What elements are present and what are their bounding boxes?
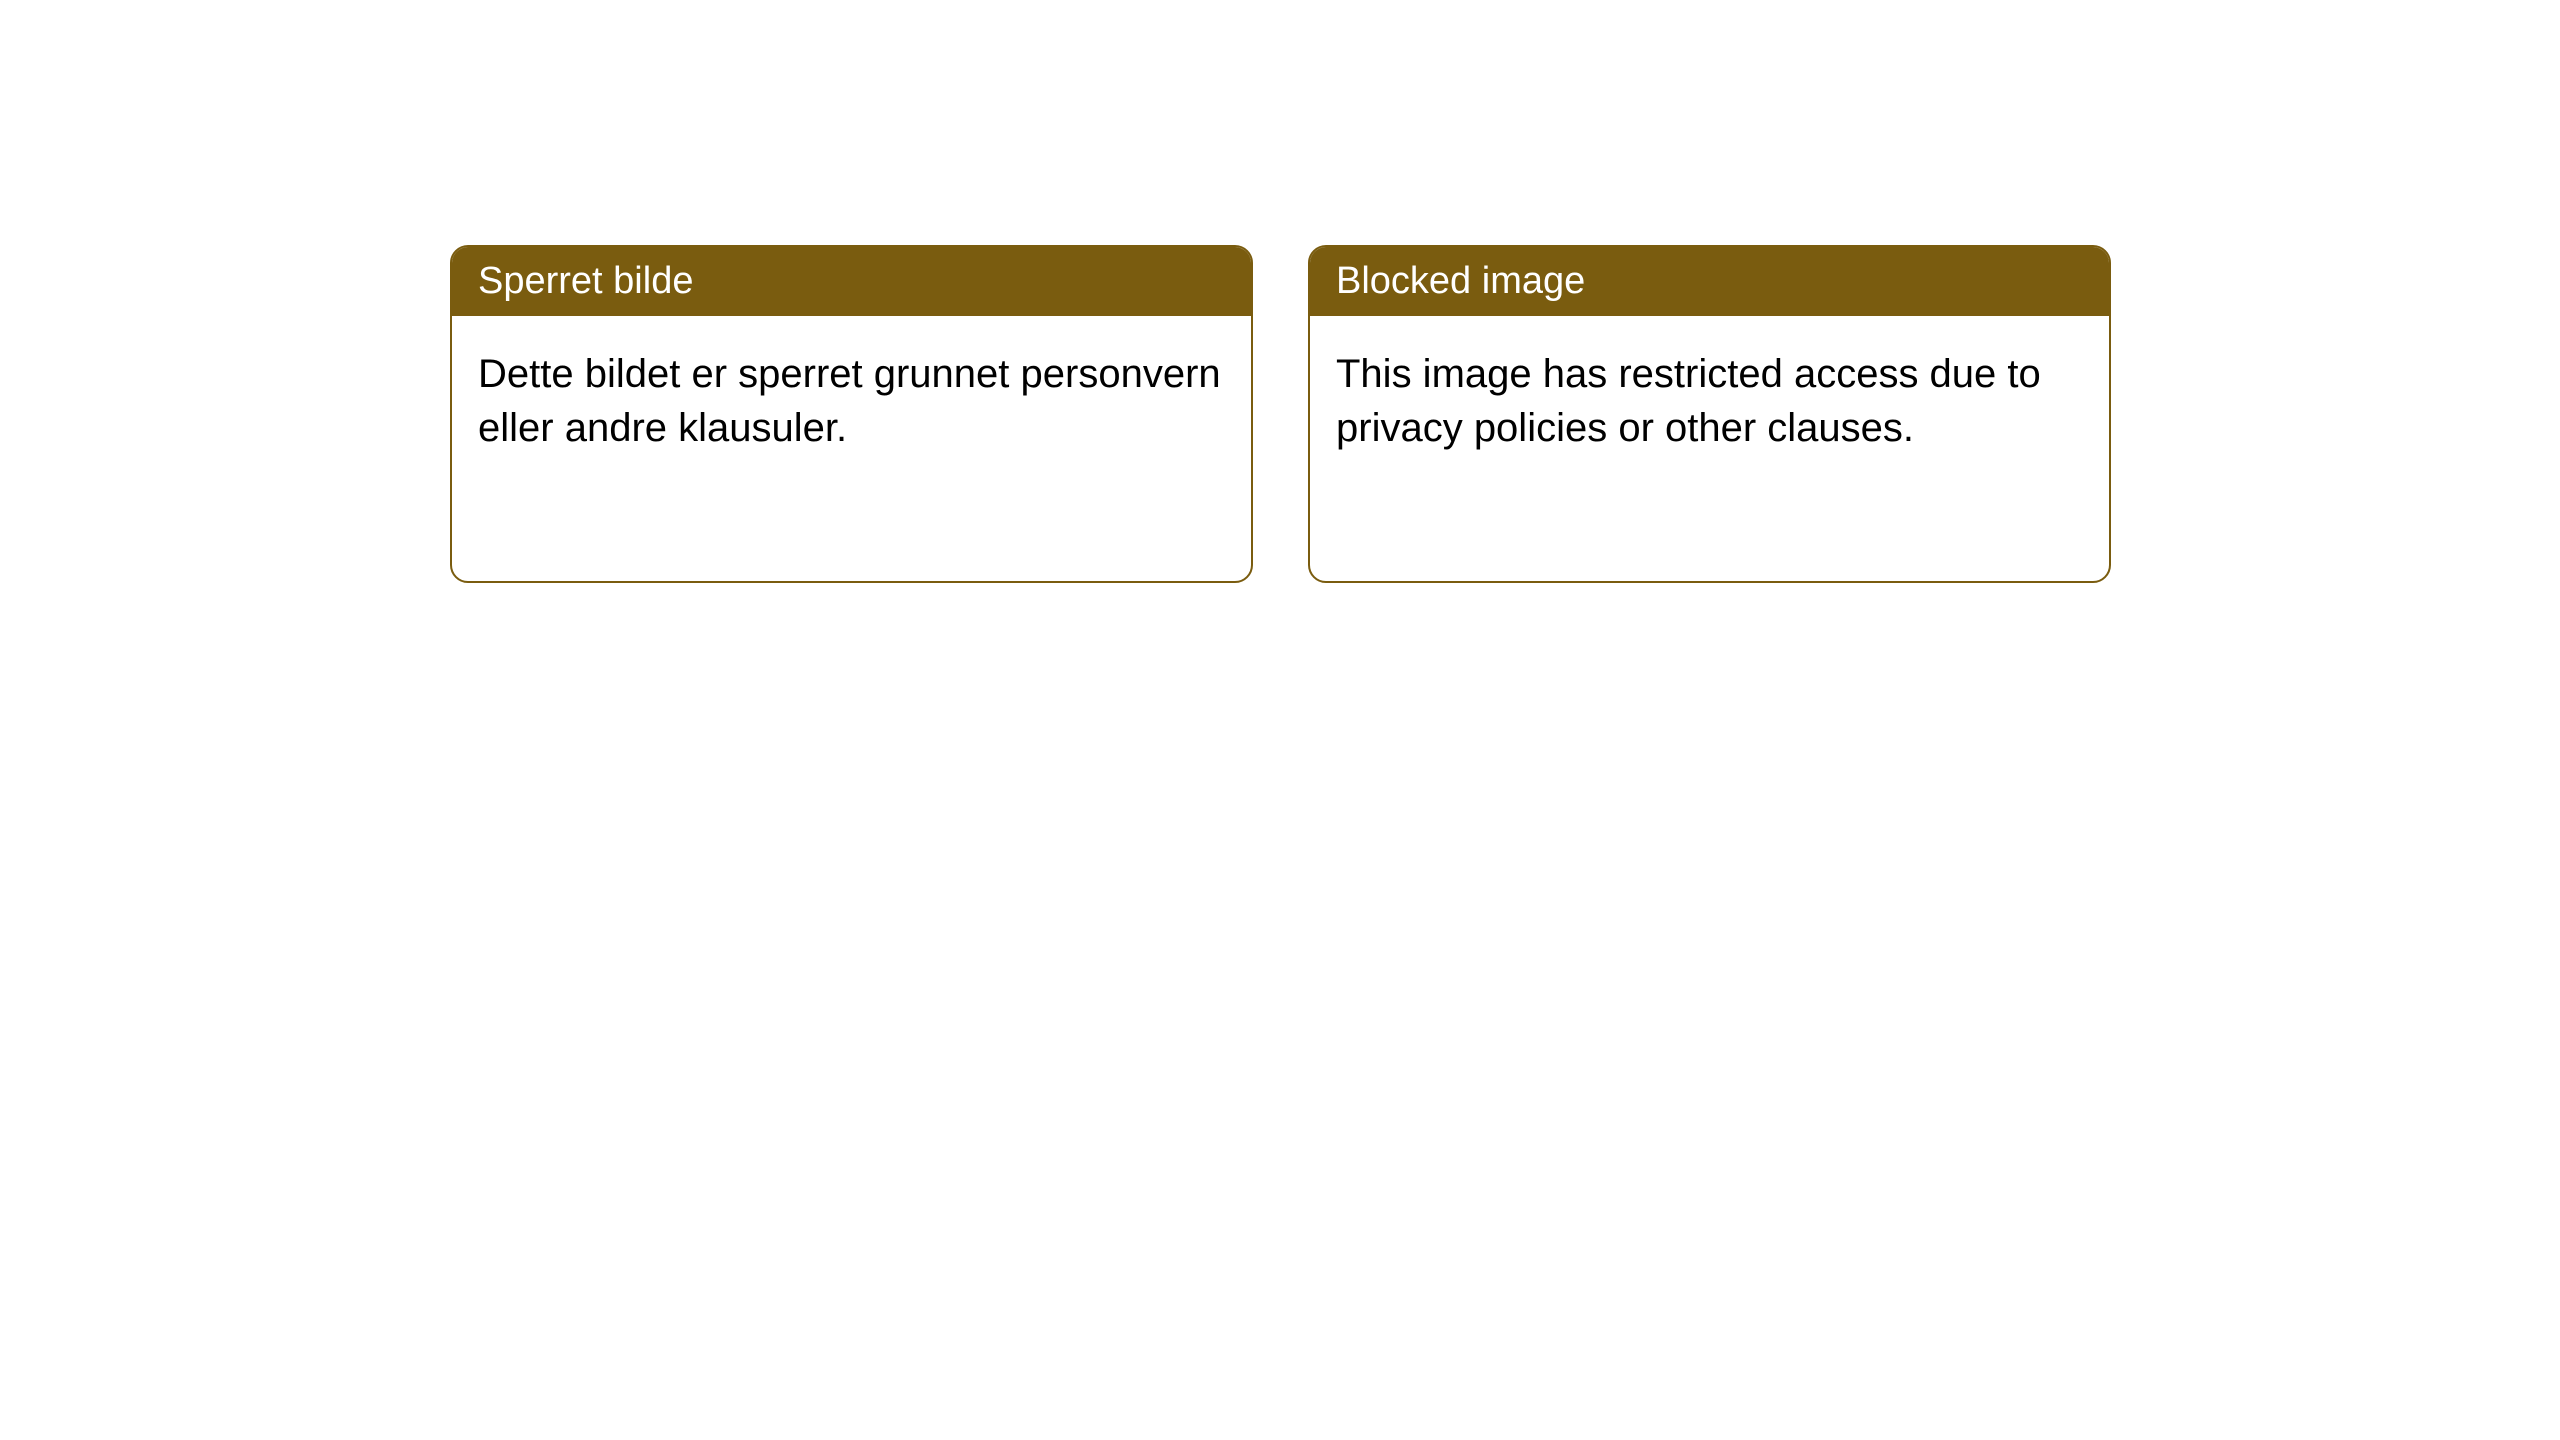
notice-body: Dette bildet er sperret grunnet personve… — [452, 316, 1251, 486]
notice-title: Sperret bilde — [452, 247, 1251, 316]
notice-container: Sperret bilde Dette bildet er sperret gr… — [450, 245, 2111, 583]
notice-card-english: Blocked image This image has restricted … — [1308, 245, 2111, 583]
notice-title: Blocked image — [1310, 247, 2109, 316]
notice-card-norwegian: Sperret bilde Dette bildet er sperret gr… — [450, 245, 1253, 583]
notice-body: This image has restricted access due to … — [1310, 316, 2109, 486]
